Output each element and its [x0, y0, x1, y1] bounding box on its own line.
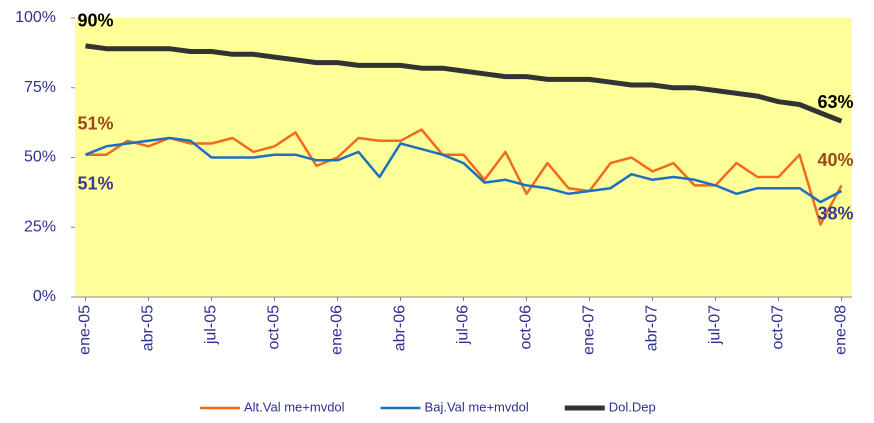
value-label: 40% — [817, 150, 853, 170]
x-tick-label: abr-05 — [140, 305, 157, 351]
x-tick-label: abr-07 — [644, 305, 661, 351]
x-tick-label: ene-06 — [329, 305, 346, 355]
value-label: 51% — [78, 173, 114, 193]
x-tick-label: jul-05 — [203, 305, 220, 345]
value-label: 51% — [78, 113, 114, 133]
legend-label: Alt.Val me+mvdol — [244, 399, 345, 414]
plot-area — [75, 18, 852, 297]
y-tick-label: 0% — [33, 288, 56, 305]
value-label: 38% — [817, 204, 853, 224]
legend-label: Baj.Val me+mvdol — [425, 399, 529, 414]
y-tick-label: 50% — [24, 149, 56, 166]
series-line — [85, 136, 843, 204]
legend-label: Dol.Dep — [609, 399, 656, 414]
y-tick-label: 100% — [15, 9, 56, 26]
x-tick-label: oct-07 — [770, 305, 787, 350]
x-tick-label: abr-06 — [392, 305, 409, 351]
y-tick-label: 75% — [24, 79, 56, 96]
x-tick-label: jul-06 — [455, 305, 472, 345]
value-label: 63% — [817, 92, 853, 112]
value-label: 90% — [78, 11, 114, 31]
x-tick-label: ene-08 — [833, 305, 850, 355]
y-tick-label: 25% — [24, 218, 56, 235]
x-tick-label: ene-05 — [77, 305, 94, 355]
x-tick-label: ene-07 — [581, 305, 598, 355]
x-tick-label: jul-07 — [707, 305, 724, 345]
x-tick-label: oct-06 — [518, 305, 535, 350]
x-tick-label: oct-05 — [266, 305, 283, 350]
series-line — [85, 43, 843, 124]
